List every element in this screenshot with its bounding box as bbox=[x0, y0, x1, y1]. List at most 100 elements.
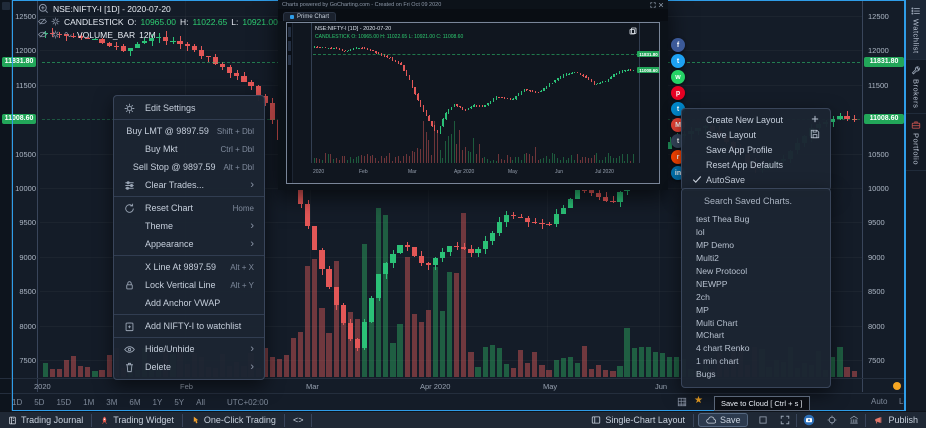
trash-icon bbox=[126, 362, 133, 372]
zoom-icon[interactable] bbox=[38, 3, 49, 14]
tab-brokers[interactable]: Brokers bbox=[906, 60, 926, 114]
menu-item-appearance[interactable]: Appearance › bbox=[145, 238, 254, 250]
chart-tab-icon bbox=[290, 15, 294, 19]
timeframe-1d[interactable]: 1D bbox=[12, 398, 23, 407]
one-click-trading-button[interactable]: One-Click Trading bbox=[183, 412, 284, 428]
study1-name[interactable]: CANDLESTICK bbox=[64, 16, 124, 27]
check-icon bbox=[692, 175, 702, 183]
saved-chart-item[interactable]: Bugs bbox=[696, 369, 716, 380]
h-value: 11022.65 bbox=[192, 16, 228, 27]
twitter-icon[interactable]: t bbox=[671, 54, 685, 68]
tab-watchlist[interactable]: Watchlist bbox=[906, 0, 926, 60]
symbol-title[interactable]: NSE:NIFTY-I [1D] - 2020-07-20 bbox=[53, 3, 171, 14]
pinterest-icon[interactable]: p bbox=[671, 86, 685, 100]
timeframe-1y[interactable]: 1Y bbox=[152, 398, 163, 407]
screenshot-button[interactable] bbox=[797, 412, 821, 428]
saved-chart-item[interactable]: 1 min chart bbox=[696, 356, 739, 367]
timeframe-15d[interactable]: 15D bbox=[56, 398, 72, 407]
left-price-axis[interactable] bbox=[37, 0, 38, 392]
menu-item-hide-unhide[interactable]: Hide/Unhide › bbox=[114, 340, 264, 358]
menu-item-save-profile[interactable]: Save App Profile bbox=[706, 144, 773, 155]
mini-badge-last: 11008.60 bbox=[637, 67, 659, 73]
menu-item-add-watchlist[interactable]: Add NIFTY-I to watchlist bbox=[114, 317, 264, 335]
menu-item-anchor-vwap[interactable]: Add Anchor VWAP bbox=[145, 298, 221, 308]
menu-item-sell-stop[interactable]: Sell Stop @ 9897.59 Alt + Dbl bbox=[132, 162, 254, 172]
menu-item-autosave[interactable]: AutoSave bbox=[682, 172, 830, 187]
saved-chart-item[interactable]: NEWPP bbox=[696, 278, 728, 289]
tab-label: Prime Chart bbox=[297, 14, 330, 20]
menu-item-lock-vertical[interactable]: Lock Vertical Line Alt + Y bbox=[114, 276, 264, 294]
study2-name[interactable]: VOLUME_BAR bbox=[77, 29, 136, 40]
menu-item-reset-chart[interactable]: Reset Chart Home bbox=[114, 199, 264, 217]
copy-icon[interactable] bbox=[629, 27, 637, 35]
x-label: Feb bbox=[180, 382, 193, 391]
menu-item-save-layout[interactable]: Save Layout bbox=[682, 127, 830, 142]
expand-icon[interactable] bbox=[650, 1, 656, 8]
menu-item-edit-settings[interactable]: Edit Settings bbox=[114, 99, 264, 117]
saved-chart-item[interactable]: MChart bbox=[696, 330, 725, 341]
menu-item-reset-defaults[interactable]: Reset App Defaults bbox=[706, 159, 784, 170]
menu-item-buy-mkt[interactable]: Buy Mkt Ctrl + Dbl bbox=[145, 144, 254, 154]
expand-icon bbox=[781, 415, 790, 425]
saved-chart-item[interactable]: 4 chart Renko bbox=[696, 343, 750, 354]
exchange-button[interactable] bbox=[843, 412, 865, 428]
timeframe-1m[interactable]: 1M bbox=[83, 398, 95, 407]
timeframe-5y[interactable]: 5Y bbox=[174, 398, 185, 407]
timeframe-3m[interactable]: 3M bbox=[106, 398, 118, 407]
whatsapp-icon[interactable]: w bbox=[671, 70, 685, 84]
grid-toggle-icon[interactable] bbox=[677, 397, 687, 407]
saved-chart-item[interactable]: lol bbox=[696, 227, 705, 238]
saved-chart-item[interactable]: Multi Chart bbox=[696, 317, 738, 328]
timeframe-6m[interactable]: 6M bbox=[129, 398, 141, 407]
saved-chart-item[interactable]: MP Demo bbox=[696, 240, 735, 251]
facebook-icon[interactable]: f bbox=[671, 38, 685, 52]
tab-portfolio[interactable]: Portfolio bbox=[906, 114, 926, 172]
timeframe-5d[interactable]: 5D bbox=[34, 398, 45, 407]
maximize-chart-button[interactable] bbox=[752, 412, 774, 428]
tab-prime-chart[interactable]: Prime Chart bbox=[283, 12, 337, 21]
saved-chart-item[interactable]: MP bbox=[696, 304, 709, 315]
hide-study-icon[interactable] bbox=[38, 17, 47, 26]
mini-x-label: Jul 2020 bbox=[595, 169, 614, 175]
notification-dot[interactable] bbox=[893, 382, 901, 390]
saved-chart-item[interactable]: test Thea Bug bbox=[696, 214, 750, 225]
trading-journal-button[interactable]: Trading Journal bbox=[0, 412, 91, 428]
menu-item-clear-trades[interactable]: Clear Trades... › bbox=[114, 176, 264, 194]
save-button[interactable]: Save bbox=[697, 413, 749, 427]
saved-charts-search[interactable] bbox=[682, 189, 830, 213]
drawing-toolbar-collapsed[interactable] bbox=[0, 0, 12, 411]
crosshair-button[interactable] bbox=[821, 412, 843, 428]
auto-scale-toggle[interactable]: Auto bbox=[871, 397, 888, 406]
study-settings-icon[interactable] bbox=[51, 30, 60, 39]
timeframe-all[interactable]: All bbox=[196, 398, 206, 407]
menu-item-buy-lmt[interactable]: Buy LMT @ 9897.59 Shift + Dbl bbox=[126, 126, 254, 136]
study2-value: 12M bbox=[139, 29, 156, 40]
saved-chart-item[interactable]: 2ch bbox=[696, 291, 710, 302]
study-settings-icon[interactable] bbox=[51, 17, 60, 26]
mini-x-label: May bbox=[508, 169, 518, 175]
time-axis[interactable]: 2020 Feb Mar Apr 2020 May Jun bbox=[0, 378, 926, 393]
saved-chart-item[interactable]: Multi2 bbox=[696, 253, 719, 264]
search-input[interactable] bbox=[702, 195, 823, 207]
close-icon[interactable] bbox=[658, 2, 664, 8]
code-button[interactable]: <> bbox=[285, 412, 312, 428]
saved-chart-item[interactable]: New Protocol bbox=[696, 266, 748, 276]
trading-widget-button[interactable]: Trading Widget bbox=[92, 412, 182, 428]
right-price-axis[interactable] bbox=[862, 0, 863, 392]
menu-item-x-line[interactable]: X Line At 9897.59 Alt + X bbox=[145, 262, 254, 272]
hide-study-icon[interactable] bbox=[38, 30, 47, 39]
layout-icon bbox=[592, 416, 601, 424]
price-badge-high-left: 11831.80 bbox=[2, 57, 36, 67]
single-chart-layout-button[interactable]: Single-Chart Layout bbox=[583, 412, 693, 428]
publish-button[interactable]: Publish bbox=[866, 412, 926, 428]
menu-item-delete[interactable]: Delete › bbox=[114, 358, 264, 376]
mini-price-line bbox=[313, 54, 639, 55]
favorite-star-icon[interactable]: ★ bbox=[694, 395, 703, 406]
menu-item-theme[interactable]: Theme › bbox=[145, 220, 254, 232]
price-badge-last-right: 11008.60 bbox=[864, 114, 904, 124]
bank-icon bbox=[850, 415, 859, 424]
timezone-label[interactable]: UTC+02:00 bbox=[227, 398, 269, 407]
menu-item-create-layout[interactable]: Create New Layout bbox=[682, 112, 830, 127]
toolbar-handle[interactable] bbox=[2, 2, 10, 10]
fullscreen-button[interactable] bbox=[774, 412, 796, 428]
